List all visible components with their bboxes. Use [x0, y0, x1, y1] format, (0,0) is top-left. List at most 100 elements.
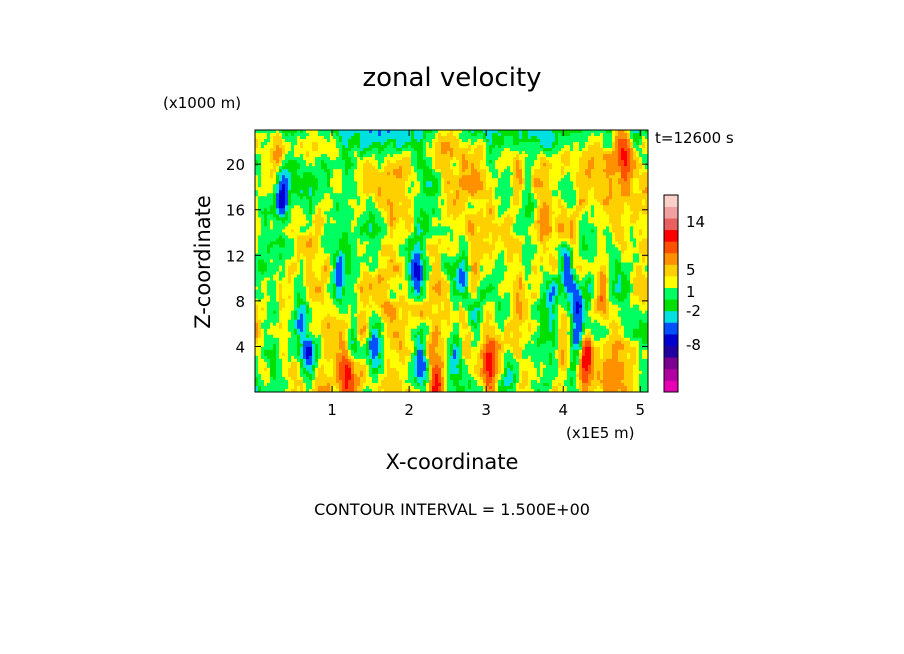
- heatmap-cell: [306, 151, 310, 155]
- heatmap-cell: [384, 145, 388, 149]
- heatmap-cell: [363, 223, 367, 227]
- heatmap-cell: [375, 292, 379, 297]
- heatmap-cell: [372, 193, 376, 197]
- heatmap-cell: [423, 214, 427, 218]
- heatmap-cell: [363, 199, 367, 203]
- heatmap-cell: [369, 256, 373, 260]
- heatmap-cell: [411, 250, 415, 254]
- heatmap-cell: [279, 337, 283, 342]
- heatmap-cell: [294, 241, 298, 245]
- heatmap-cell: [318, 337, 322, 342]
- heatmap-cell: [303, 136, 307, 140]
- heatmap-cell: [255, 217, 259, 221]
- heatmap-cell: [420, 289, 424, 294]
- heatmap-cell: [414, 202, 418, 206]
- heatmap-cell: [366, 367, 370, 372]
- heatmap-cell: [375, 349, 379, 354]
- heatmap-cell: [420, 340, 424, 345]
- heatmap-cell: [372, 214, 376, 218]
- heatmap-cell: [291, 142, 295, 146]
- heatmap-cell: [306, 358, 310, 363]
- heatmap-cell: [300, 349, 304, 354]
- heatmap-cell: [324, 268, 328, 272]
- heatmap-cell: [366, 136, 370, 140]
- heatmap-cell: [330, 205, 334, 209]
- heatmap-cell: [324, 331, 328, 336]
- heatmap-cell: [387, 172, 391, 176]
- heatmap-cell: [360, 382, 364, 387]
- heatmap-cell: [309, 130, 313, 134]
- heatmap-cell: [294, 217, 298, 221]
- heatmap-cell: [348, 385, 352, 390]
- heatmap-cell: [345, 286, 349, 291]
- heatmap-cell: [420, 307, 424, 312]
- heatmap-cell: [375, 178, 379, 182]
- heatmap-cell: [312, 157, 316, 161]
- heatmap-cell: [420, 136, 424, 140]
- heatmap-cell: [360, 322, 364, 327]
- heatmap-cell: [255, 142, 259, 146]
- heatmap-cell: [348, 334, 352, 339]
- heatmap-cell: [369, 280, 373, 284]
- heatmap-cell: [288, 166, 292, 170]
- heatmap-cell: [282, 136, 286, 140]
- heatmap-cell: [285, 364, 289, 369]
- heatmap-cell: [306, 301, 310, 306]
- heatmap-cell: [267, 286, 271, 291]
- heatmap-cell: [375, 310, 379, 315]
- heatmap-cell: [399, 133, 403, 137]
- heatmap-cell: [372, 358, 376, 363]
- heatmap-cell: [270, 259, 274, 263]
- heatmap-cell: [261, 199, 265, 203]
- heatmap-cell: [276, 283, 280, 287]
- heatmap-cell: [282, 334, 286, 339]
- heatmap-cell: [345, 301, 349, 306]
- heatmap-cell: [348, 367, 352, 372]
- heatmap-cell: [339, 265, 343, 269]
- heatmap-cell: [378, 379, 382, 384]
- heatmap-cell: [261, 154, 265, 158]
- heatmap-cell: [327, 343, 331, 348]
- heatmap-cell: [360, 364, 364, 369]
- heatmap-cell: [393, 346, 397, 351]
- heatmap-cell: [312, 253, 316, 257]
- heatmap-cell: [387, 223, 391, 227]
- heatmap-cell: [393, 166, 397, 170]
- heatmap-cell: [330, 319, 334, 324]
- heatmap-cell: [318, 142, 322, 146]
- heatmap-cell: [399, 154, 403, 158]
- heatmap-cell: [279, 172, 283, 176]
- heatmap-cell: [375, 148, 379, 152]
- heatmap-cell: [351, 358, 355, 363]
- heatmap-cell: [366, 304, 370, 309]
- heatmap-cell: [285, 340, 289, 345]
- heatmap-cell: [315, 277, 319, 281]
- heatmap-cell: [318, 136, 322, 140]
- heatmap-cell: [321, 301, 325, 306]
- heatmap-cell: [273, 310, 277, 315]
- heatmap-cell: [279, 238, 283, 242]
- heatmap-cell: [255, 229, 259, 233]
- heatmap-cell: [369, 337, 373, 342]
- heatmap-cell: [330, 244, 334, 248]
- heatmap-cell: [375, 226, 379, 230]
- heatmap-cell: [300, 274, 304, 278]
- heatmap-cell: [402, 151, 406, 155]
- heatmap-cell: [330, 292, 334, 297]
- heatmap-cell: [363, 235, 367, 239]
- heatmap-cell: [357, 355, 361, 360]
- heatmap-cell: [267, 235, 271, 239]
- heatmap-cell: [300, 151, 304, 155]
- heatmap-cell: [378, 142, 382, 146]
- heatmap-cell: [363, 253, 367, 257]
- heatmap-cell: [273, 244, 277, 248]
- heatmap-cell: [282, 331, 286, 336]
- heatmap-cell: [306, 139, 310, 143]
- heatmap-cell: [408, 298, 412, 303]
- heatmap-cell: [384, 349, 388, 354]
- heatmap-cell: [255, 187, 259, 191]
- heatmap-cell: [348, 364, 352, 369]
- heatmap-cell: [384, 373, 388, 378]
- heatmap-cell: [309, 187, 313, 191]
- heatmap-cell: [348, 226, 352, 230]
